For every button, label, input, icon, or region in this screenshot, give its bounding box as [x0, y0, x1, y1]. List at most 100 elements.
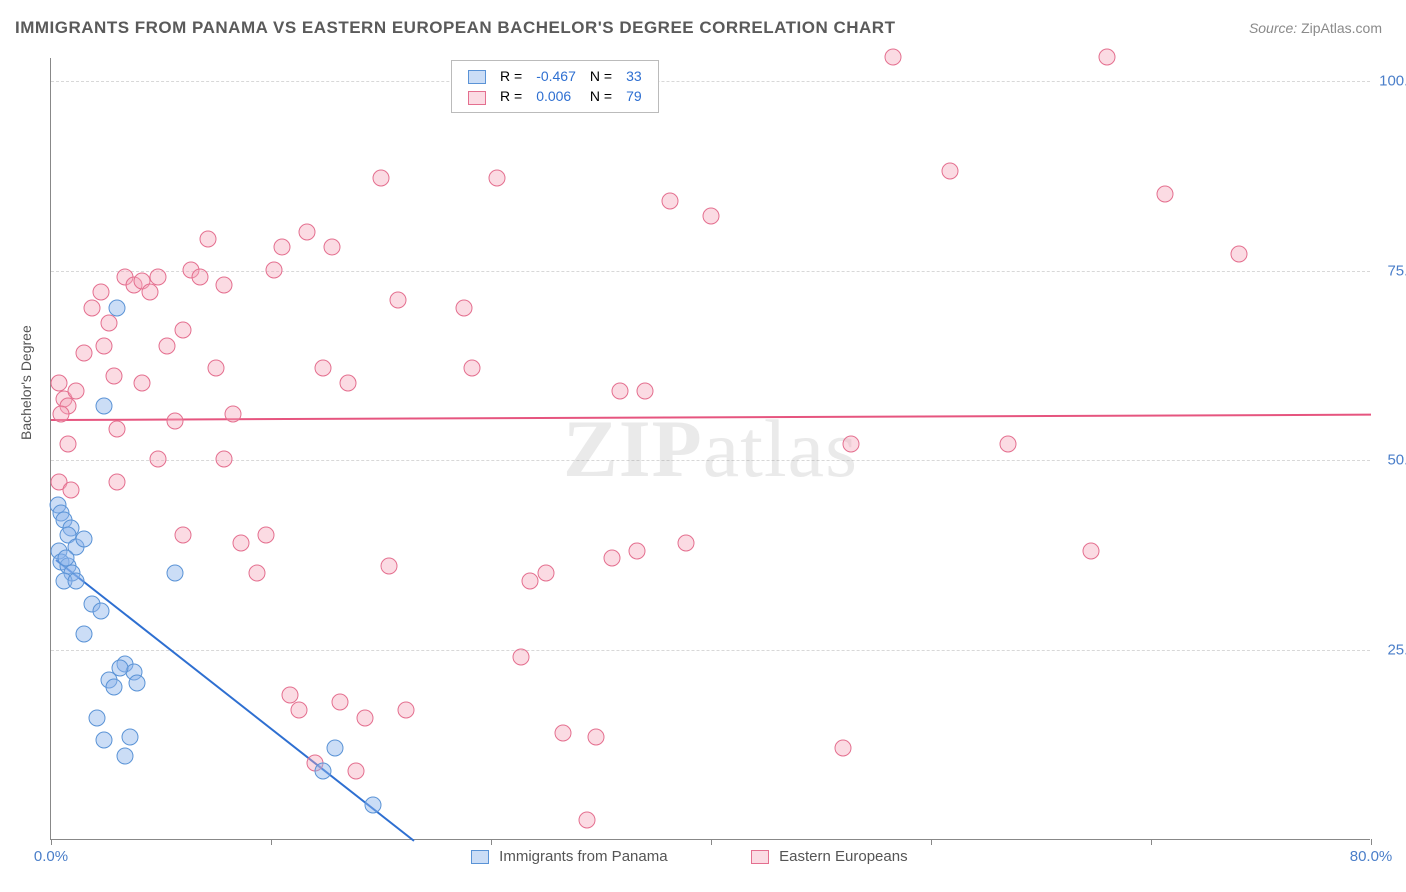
data-point — [513, 648, 530, 665]
series-legend-eastern: Eastern Europeans — [751, 848, 908, 865]
data-point — [67, 383, 84, 400]
r-value-panama: -0.467 — [530, 67, 582, 85]
gridline — [51, 271, 1370, 272]
source-value: ZipAtlas.com — [1301, 20, 1382, 36]
data-point — [89, 709, 106, 726]
data-point — [315, 360, 332, 377]
data-point — [109, 421, 126, 438]
data-point — [166, 565, 183, 582]
data-point — [843, 436, 860, 453]
x-tick — [931, 839, 932, 845]
data-point — [1231, 246, 1248, 263]
data-point — [604, 550, 621, 567]
data-point — [612, 383, 629, 400]
data-point — [538, 565, 555, 582]
scatter-plot: ZIPatlas R = -0.467 N = 33 R = 0.006 N =… — [50, 58, 1370, 840]
data-point — [150, 269, 167, 286]
data-point — [224, 405, 241, 422]
data-point — [52, 405, 69, 422]
data-point — [1099, 49, 1116, 66]
r-value-eastern: 0.006 — [530, 87, 582, 105]
swatch-eastern-icon — [751, 850, 769, 864]
data-point — [76, 626, 93, 643]
data-point — [76, 345, 93, 362]
data-point — [703, 208, 720, 225]
data-point — [326, 739, 343, 756]
data-point — [661, 193, 678, 210]
data-point — [92, 284, 109, 301]
data-point — [95, 337, 112, 354]
data-point — [356, 709, 373, 726]
gridline — [51, 460, 1370, 461]
data-point — [67, 572, 84, 589]
gridline — [51, 650, 1370, 651]
data-point — [100, 314, 117, 331]
data-point — [57, 550, 74, 567]
data-point — [678, 534, 695, 551]
data-point — [942, 162, 959, 179]
legend-row-panama: R = -0.467 N = 33 — [462, 67, 648, 85]
series-legend-panama: Immigrants from Panama — [471, 848, 668, 865]
x-tick — [271, 839, 272, 845]
y-tick-label: 100.0% — [1374, 72, 1406, 89]
data-point — [1156, 185, 1173, 202]
source-label: Source: — [1249, 20, 1297, 36]
data-point — [340, 375, 357, 392]
x-tick — [1151, 839, 1152, 845]
data-point — [381, 557, 398, 574]
data-point — [488, 170, 505, 187]
data-point — [249, 565, 266, 582]
x-tick — [1371, 839, 1372, 845]
data-point — [92, 603, 109, 620]
data-point — [397, 701, 414, 718]
x-tick — [51, 839, 52, 845]
data-point — [290, 701, 307, 718]
data-point — [554, 724, 571, 741]
data-point — [455, 299, 472, 316]
swatch-panama-icon — [468, 70, 486, 84]
x-tick — [491, 839, 492, 845]
data-point — [315, 762, 332, 779]
data-point — [105, 679, 122, 696]
data-point — [109, 299, 126, 316]
y-tick-label: 50.0% — [1374, 452, 1406, 469]
data-point — [216, 451, 233, 468]
x-tick — [711, 839, 712, 845]
data-point — [364, 796, 381, 813]
data-point — [884, 49, 901, 66]
data-point — [117, 747, 134, 764]
data-point — [175, 527, 192, 544]
data-point — [166, 413, 183, 430]
legend-row-eastern: R = 0.006 N = 79 — [462, 87, 648, 105]
gridline — [51, 81, 1370, 82]
data-point — [373, 170, 390, 187]
data-point — [265, 261, 282, 278]
data-point — [298, 223, 315, 240]
data-point — [521, 572, 538, 589]
y-axis-title: Bachelor's Degree — [18, 325, 34, 440]
data-point — [348, 762, 365, 779]
trendline-b — [51, 413, 1371, 420]
data-point — [1082, 542, 1099, 559]
data-point — [76, 531, 93, 548]
data-point — [463, 360, 480, 377]
data-point — [587, 728, 604, 745]
data-point — [84, 299, 101, 316]
data-point — [389, 291, 406, 308]
x-tick-label: 80.0% — [1350, 848, 1393, 865]
data-point — [274, 238, 291, 255]
data-point — [142, 284, 159, 301]
data-point — [232, 534, 249, 551]
data-point — [59, 436, 76, 453]
data-point — [122, 728, 139, 745]
data-point — [628, 542, 645, 559]
y-tick-label: 75.0% — [1374, 262, 1406, 279]
data-point — [637, 383, 654, 400]
x-tick-label: 0.0% — [34, 848, 68, 865]
data-point — [1000, 436, 1017, 453]
n-value-panama: 33 — [620, 67, 648, 85]
data-point — [323, 238, 340, 255]
trendline-a — [55, 559, 414, 841]
data-point — [150, 451, 167, 468]
data-point — [128, 675, 145, 692]
